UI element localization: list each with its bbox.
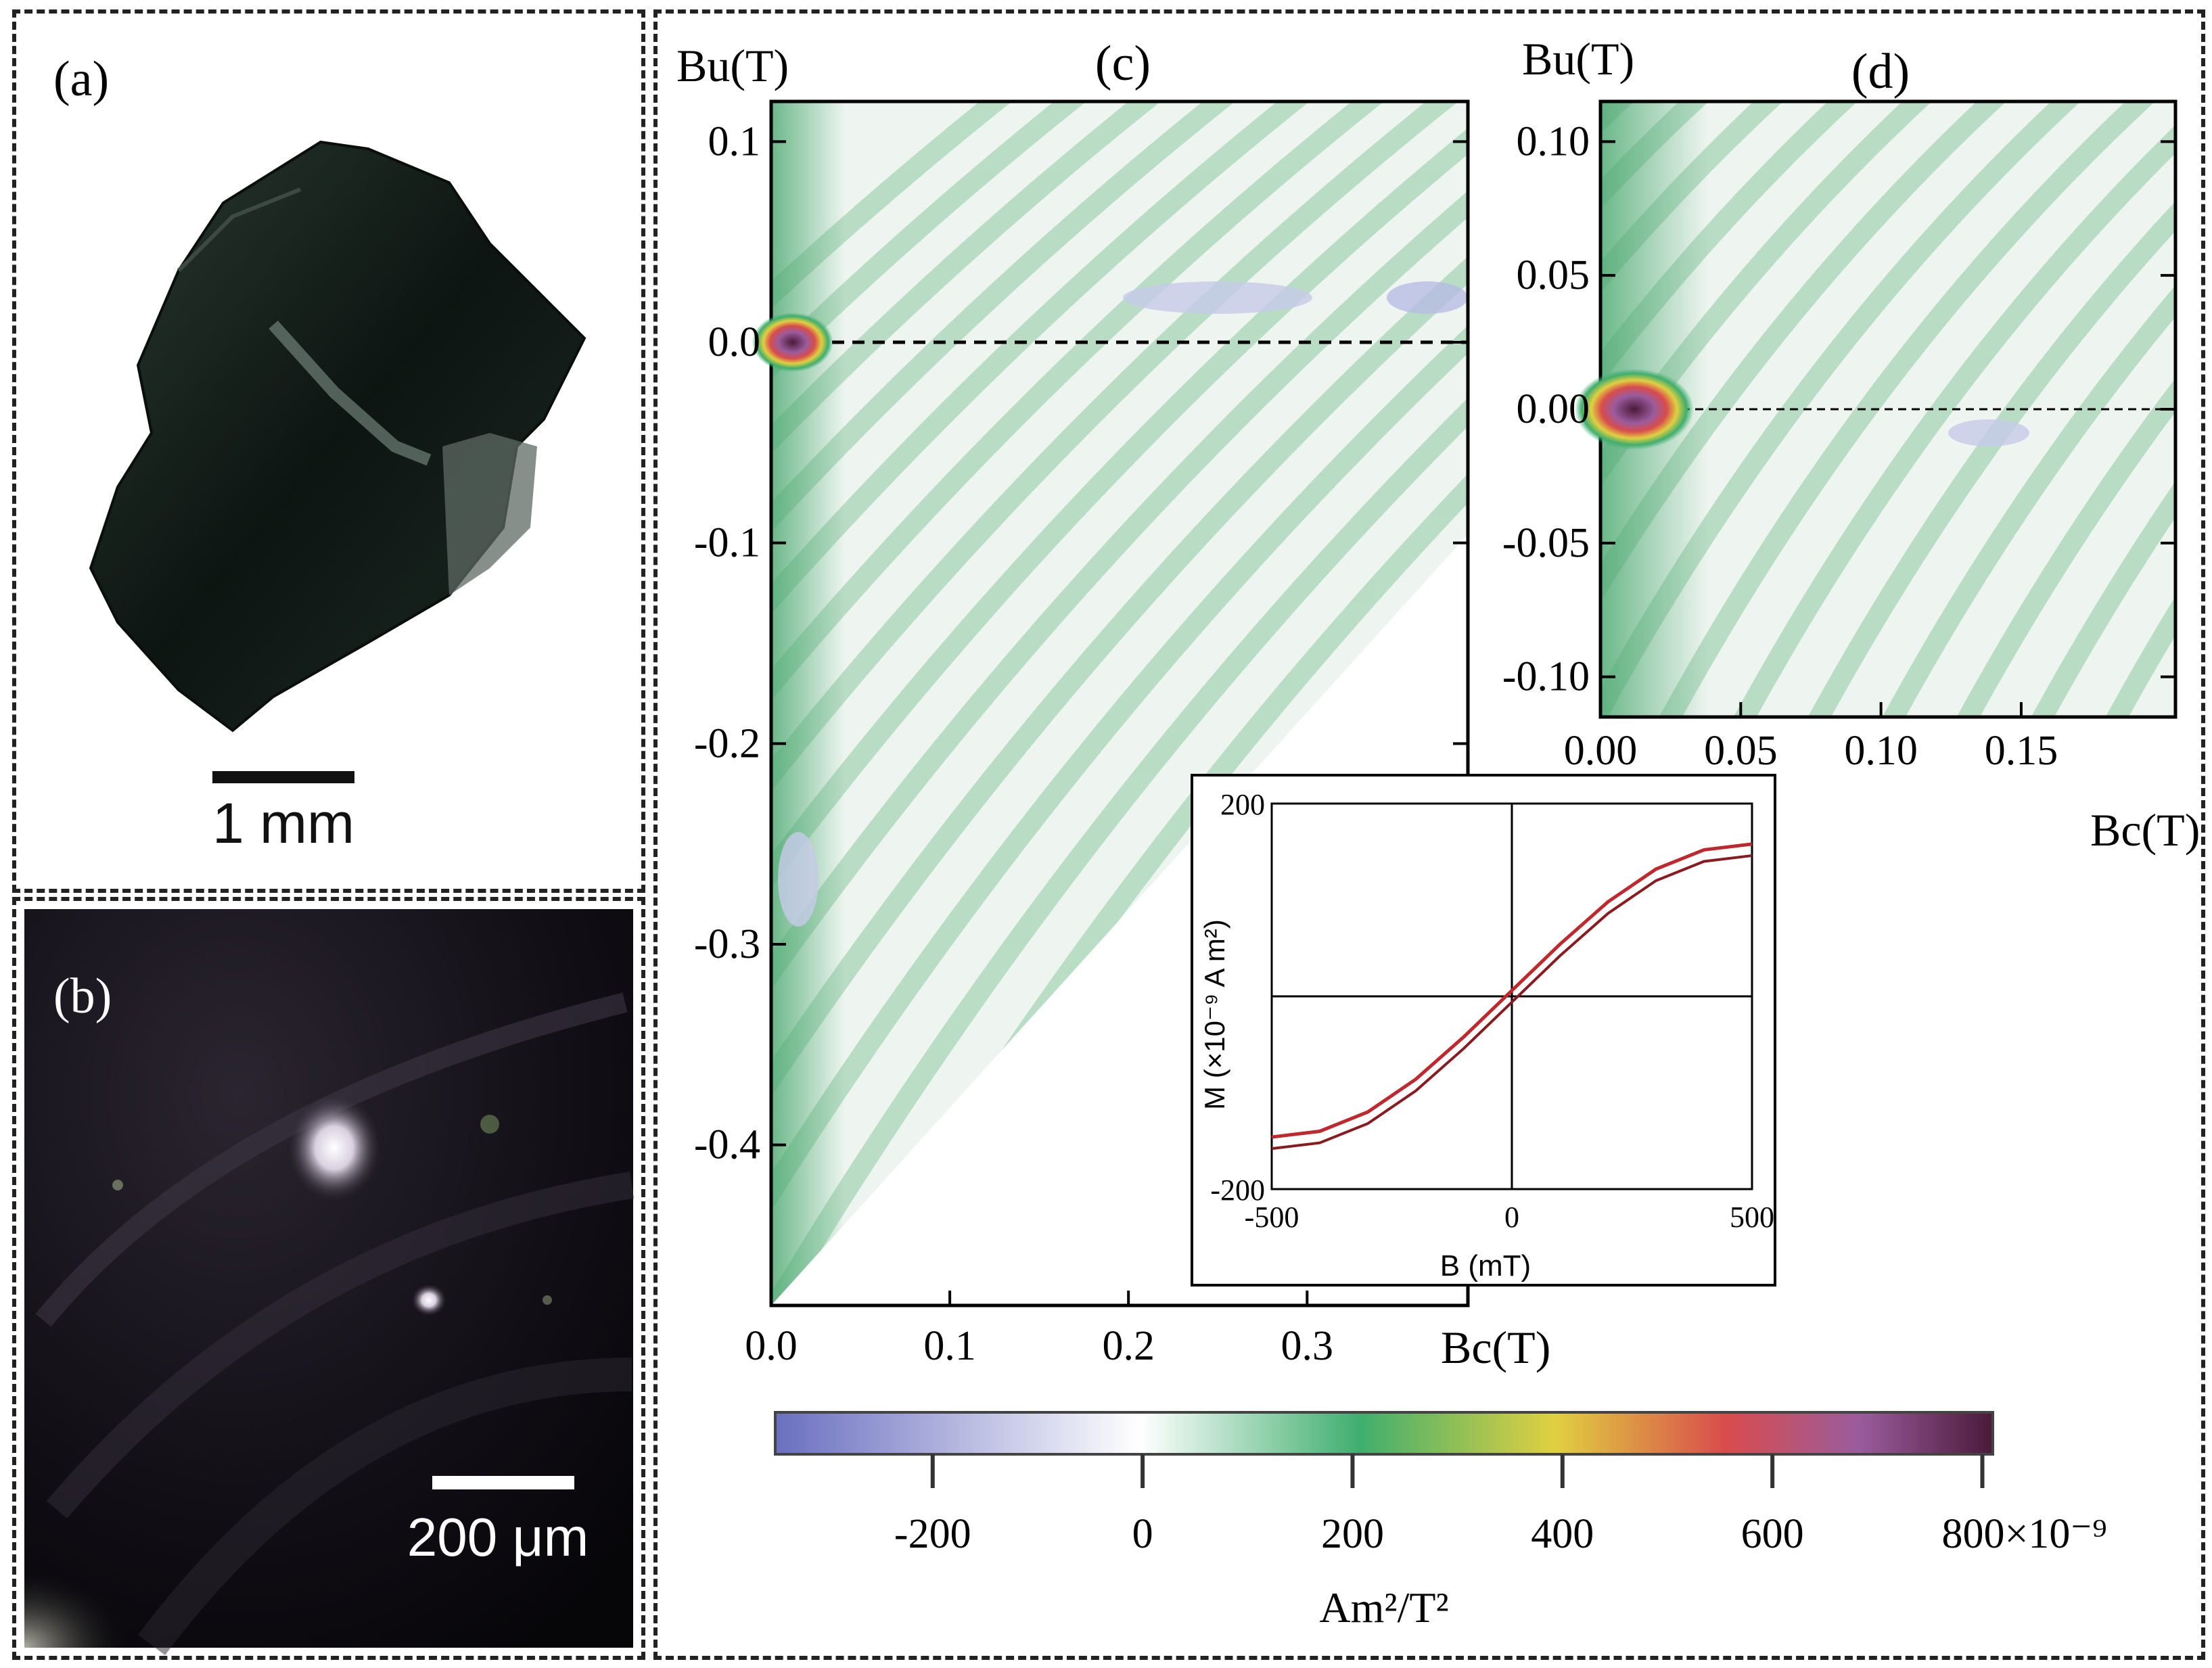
y-tick-label: 0.1 — [708, 118, 761, 164]
colorbar-tick-label: 200 — [1321, 1511, 1384, 1557]
colorbar-tick-label: -200 — [894, 1511, 971, 1557]
microscope-photo: 200 μm — [24, 909, 635, 1656]
y-tick-label: 0.05 — [1517, 252, 1590, 298]
d-xlabel: Bc(T) — [2090, 804, 2200, 856]
contour-band — [771, 101, 1238, 1305]
contour-band — [771, 101, 1089, 1305]
contour-band — [771, 101, 1312, 1305]
x-tick-label: 0.00 — [1564, 728, 1638, 774]
contour-band — [1600, 101, 2006, 602]
c-ylabel: Bu(T) — [676, 40, 789, 91]
contour-band — [771, 101, 1387, 1305]
colorbar-tick-label: 0 — [1132, 1511, 1153, 1557]
particle-large — [287, 1094, 382, 1202]
y-tick-label: 0.10 — [1517, 118, 1590, 164]
x-tick-label: 0.1 — [923, 1323, 976, 1369]
contour-band — [2196, 34, 2212, 852]
scale-bar-b-label: 200 μm — [407, 1507, 589, 1567]
scale-bar-a — [212, 771, 354, 783]
inset-xlabel: B (mT) — [1440, 1249, 1531, 1282]
inset-y-tick-label: 200 — [1220, 788, 1265, 821]
panel-label-a: (a) — [53, 51, 110, 107]
contour-band — [771, 101, 1468, 1305]
inset-x-tick-label: -500 — [1245, 1201, 1299, 1234]
contour-band — [771, 101, 1468, 1305]
y-tick-label: -0.3 — [694, 921, 760, 967]
inset-ylabel: M (×10⁻⁹ A m²) — [1199, 919, 1230, 1110]
contour-band — [771, 101, 1468, 1305]
crystal-shape — [89, 140, 586, 733]
contour-band — [2031, 481, 2175, 717]
inset-x-tick-label: 500 — [1730, 1201, 1774, 1234]
d-ylabel: Bu(T) — [1522, 33, 1634, 85]
inset-hysteresis: 200 -200 -500 0 500 M (×10⁻⁹ A m²) B (mT) — [1191, 774, 1776, 1287]
y-tick-label: -0.2 — [694, 720, 760, 766]
y-tick-label: -0.05 — [1502, 520, 1590, 566]
contour-band — [1807, 201, 2175, 717]
inset-x-tick-label: 0 — [1504, 1201, 1519, 1234]
y-tick-label: -0.4 — [694, 1122, 760, 1168]
colorbar: -200 0 200 400 600 800×10⁻⁹ Am²/T² — [774, 1411, 2107, 1631]
x-tick-label: 0.15 — [1985, 728, 2058, 774]
y-tick-label: 0.00 — [1517, 386, 1590, 432]
contour-band — [1600, 101, 1783, 293]
x-tick-label: 0.05 — [1704, 728, 1778, 774]
scale-bar-b — [432, 1476, 574, 1489]
colorbar-unit: Am²/T² — [1319, 1583, 1448, 1631]
x-tick-label: 0.3 — [1281, 1323, 1334, 1369]
contour-band — [771, 101, 1163, 1305]
contour-band — [1600, 101, 1858, 386]
x-tick-label: 0.2 — [1102, 1323, 1155, 1369]
panel-b: 200 μm (b) — [12, 897, 645, 1660]
scale-bar-a-label: 1 mm — [212, 791, 354, 855]
peak-d — [1574, 369, 1694, 450]
panel-cd — [653, 9, 2205, 1660]
panel-d: 0.100.050.00-0.05-0.10 0.00 0.05 0.10 0.15 … — [1502, 33, 2212, 856]
c-xlabel: Bc(T) — [1441, 1322, 1550, 1373]
peak-c — [752, 312, 833, 372]
contour-band — [771, 101, 1468, 1305]
contour-band — [2105, 596, 2175, 717]
crystal-photo: 1 mm — [89, 140, 586, 855]
hysteresis-branch-upper — [1271, 842, 1753, 1139]
contour-band — [1882, 285, 2175, 717]
panel-a: 1 mm (a) — [12, 9, 645, 893]
contour-band — [771, 101, 1468, 1305]
panel-label-b: (b) — [53, 969, 112, 1024]
colorbar-gradient — [774, 1411, 1994, 1456]
colorbar-tick-label: 800×10⁻⁹ — [1941, 1511, 2106, 1557]
hysteresis-branch-lower — [1271, 854, 1753, 1151]
colorbar-tick-label: 600 — [1741, 1511, 1804, 1557]
particle-small — [411, 1284, 446, 1316]
contour-band — [1733, 124, 2175, 717]
y-tick-label: 0.0 — [708, 319, 761, 365]
y-tick-label: -0.1 — [694, 520, 760, 566]
x-tick-label: 0.10 — [1844, 728, 1918, 774]
y-tick-label: -0.10 — [1502, 654, 1590, 700]
x-tick-label: 0.0 — [745, 1323, 798, 1369]
colorbar-tick-label: 400 — [1531, 1511, 1594, 1557]
panel-label-c: (c) — [1095, 36, 1151, 91]
panel-label-d: (d) — [1851, 44, 1910, 99]
inset-y-tick-label: -200 — [1210, 1174, 1265, 1207]
